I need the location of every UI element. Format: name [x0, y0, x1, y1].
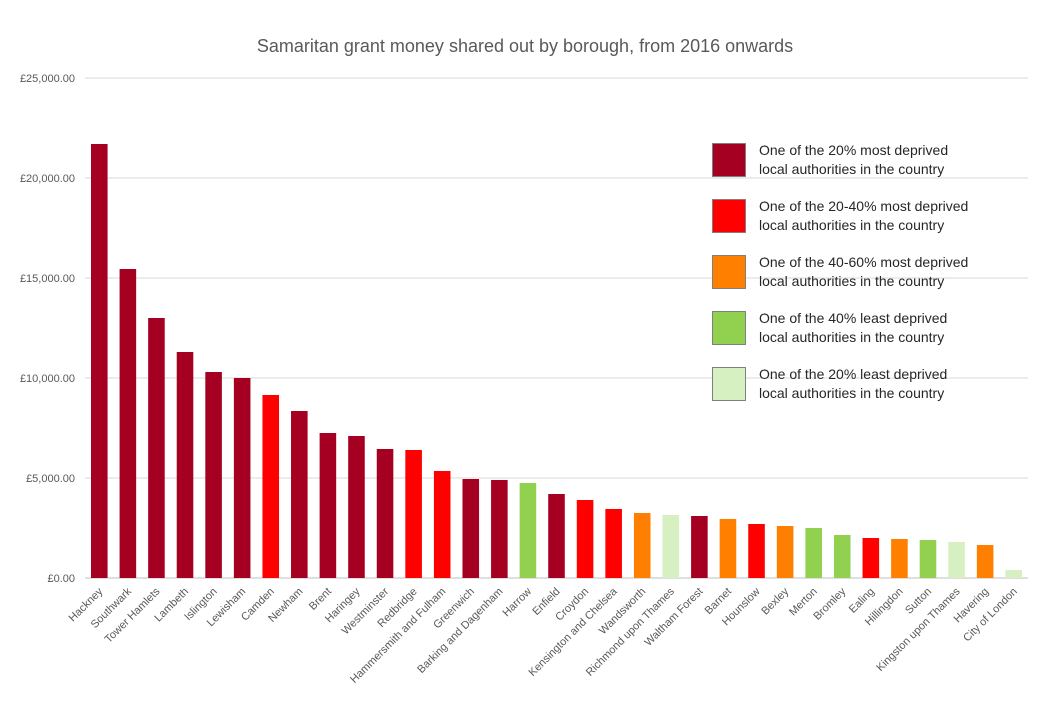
- bar-sutton: [919, 540, 937, 578]
- y-axis-ticks: £0.00 £5,000.00 £10,000.00 £15,000.00 £20,00…: [20, 73, 75, 585]
- bar-camden: [262, 395, 280, 578]
- bar-bromley: [833, 535, 851, 578]
- bar-city-of-london: [1005, 570, 1022, 578]
- x-tick-label: Bromley: [811, 585, 848, 622]
- x-tick-label: Bexley: [759, 585, 791, 617]
- bar-ealing: [862, 538, 880, 578]
- bar-kingston-upon-thames: [948, 542, 965, 578]
- bar-lambeth: [176, 352, 194, 578]
- bar-kensington-and-chelsea: [605, 509, 622, 578]
- bar-barking-and-dagenham: [491, 480, 508, 578]
- y-tick-label: £10,000.00: [20, 373, 75, 385]
- bar-hammersmith-and-fulham: [433, 471, 451, 578]
- legend-swatch: [712, 143, 746, 177]
- bar-westminster: [376, 449, 394, 578]
- bar-haringey: [348, 436, 365, 578]
- legend-label: One of the 20% most deprived local autho…: [759, 142, 949, 177]
- bar-enfield: [548, 494, 565, 578]
- legend-item: One of the 20% most deprived local autho…: [712, 141, 1012, 181]
- chart-title: Samaritan grant money shared out by boro…: [256, 36, 794, 56]
- bar-barnet: [719, 519, 737, 578]
- bar-merton: [805, 528, 822, 578]
- bar-lewisham: [233, 378, 251, 578]
- y-tick-label: £5,000.00: [26, 473, 75, 485]
- bar-hounslow: [748, 524, 765, 578]
- legend-swatch: [712, 199, 746, 233]
- bar-richmond-upon-thames: [662, 515, 680, 578]
- bar-croydon: [576, 500, 594, 578]
- legend-item: One of the 40-60% most deprived local au…: [712, 253, 1012, 293]
- bar-greenwich: [462, 479, 480, 578]
- y-tick-label: £25,000.00: [20, 73, 75, 85]
- bar-wandsworth: [633, 513, 651, 578]
- legend-label: One of the 20-40% most deprived local au…: [759, 198, 969, 233]
- legend-label: One of the 20% least deprived local auth…: [759, 366, 948, 401]
- bars: [91, 144, 1022, 578]
- bar-havering: [976, 545, 994, 578]
- legend-swatch: [712, 255, 746, 289]
- bar-redbridge: [405, 450, 422, 578]
- bar-bexley: [776, 526, 794, 578]
- bar-hackney: [91, 144, 108, 578]
- bar-harrow: [519, 483, 537, 578]
- legend-label: One of the 40% least deprived local auth…: [759, 310, 948, 345]
- legend-swatch: [712, 311, 746, 345]
- bar-waltham-forest: [691, 516, 708, 578]
- bar-islington: [205, 372, 222, 578]
- bar-newham: [291, 411, 308, 578]
- legend-swatch: [712, 367, 746, 401]
- legend-item: One of the 20-40% most deprived local au…: [712, 197, 1012, 237]
- y-tick-label: £20,000.00: [20, 173, 75, 185]
- bar-brent: [319, 433, 337, 578]
- x-tick-label: Harrow: [500, 586, 534, 620]
- y-tick-label: £0.00: [47, 573, 75, 585]
- bar-hillingdon: [891, 539, 908, 578]
- legend-item: One of the 20% least deprived local auth…: [712, 365, 1012, 405]
- legend-item: One of the 40% least deprived local auth…: [712, 309, 1012, 349]
- bar-southwark: [119, 269, 137, 578]
- bar-tower-hamlets: [148, 318, 165, 578]
- legend-label: One of the 40-60% most deprived local au…: [759, 254, 969, 289]
- y-tick-label: £15,000.00: [20, 273, 75, 285]
